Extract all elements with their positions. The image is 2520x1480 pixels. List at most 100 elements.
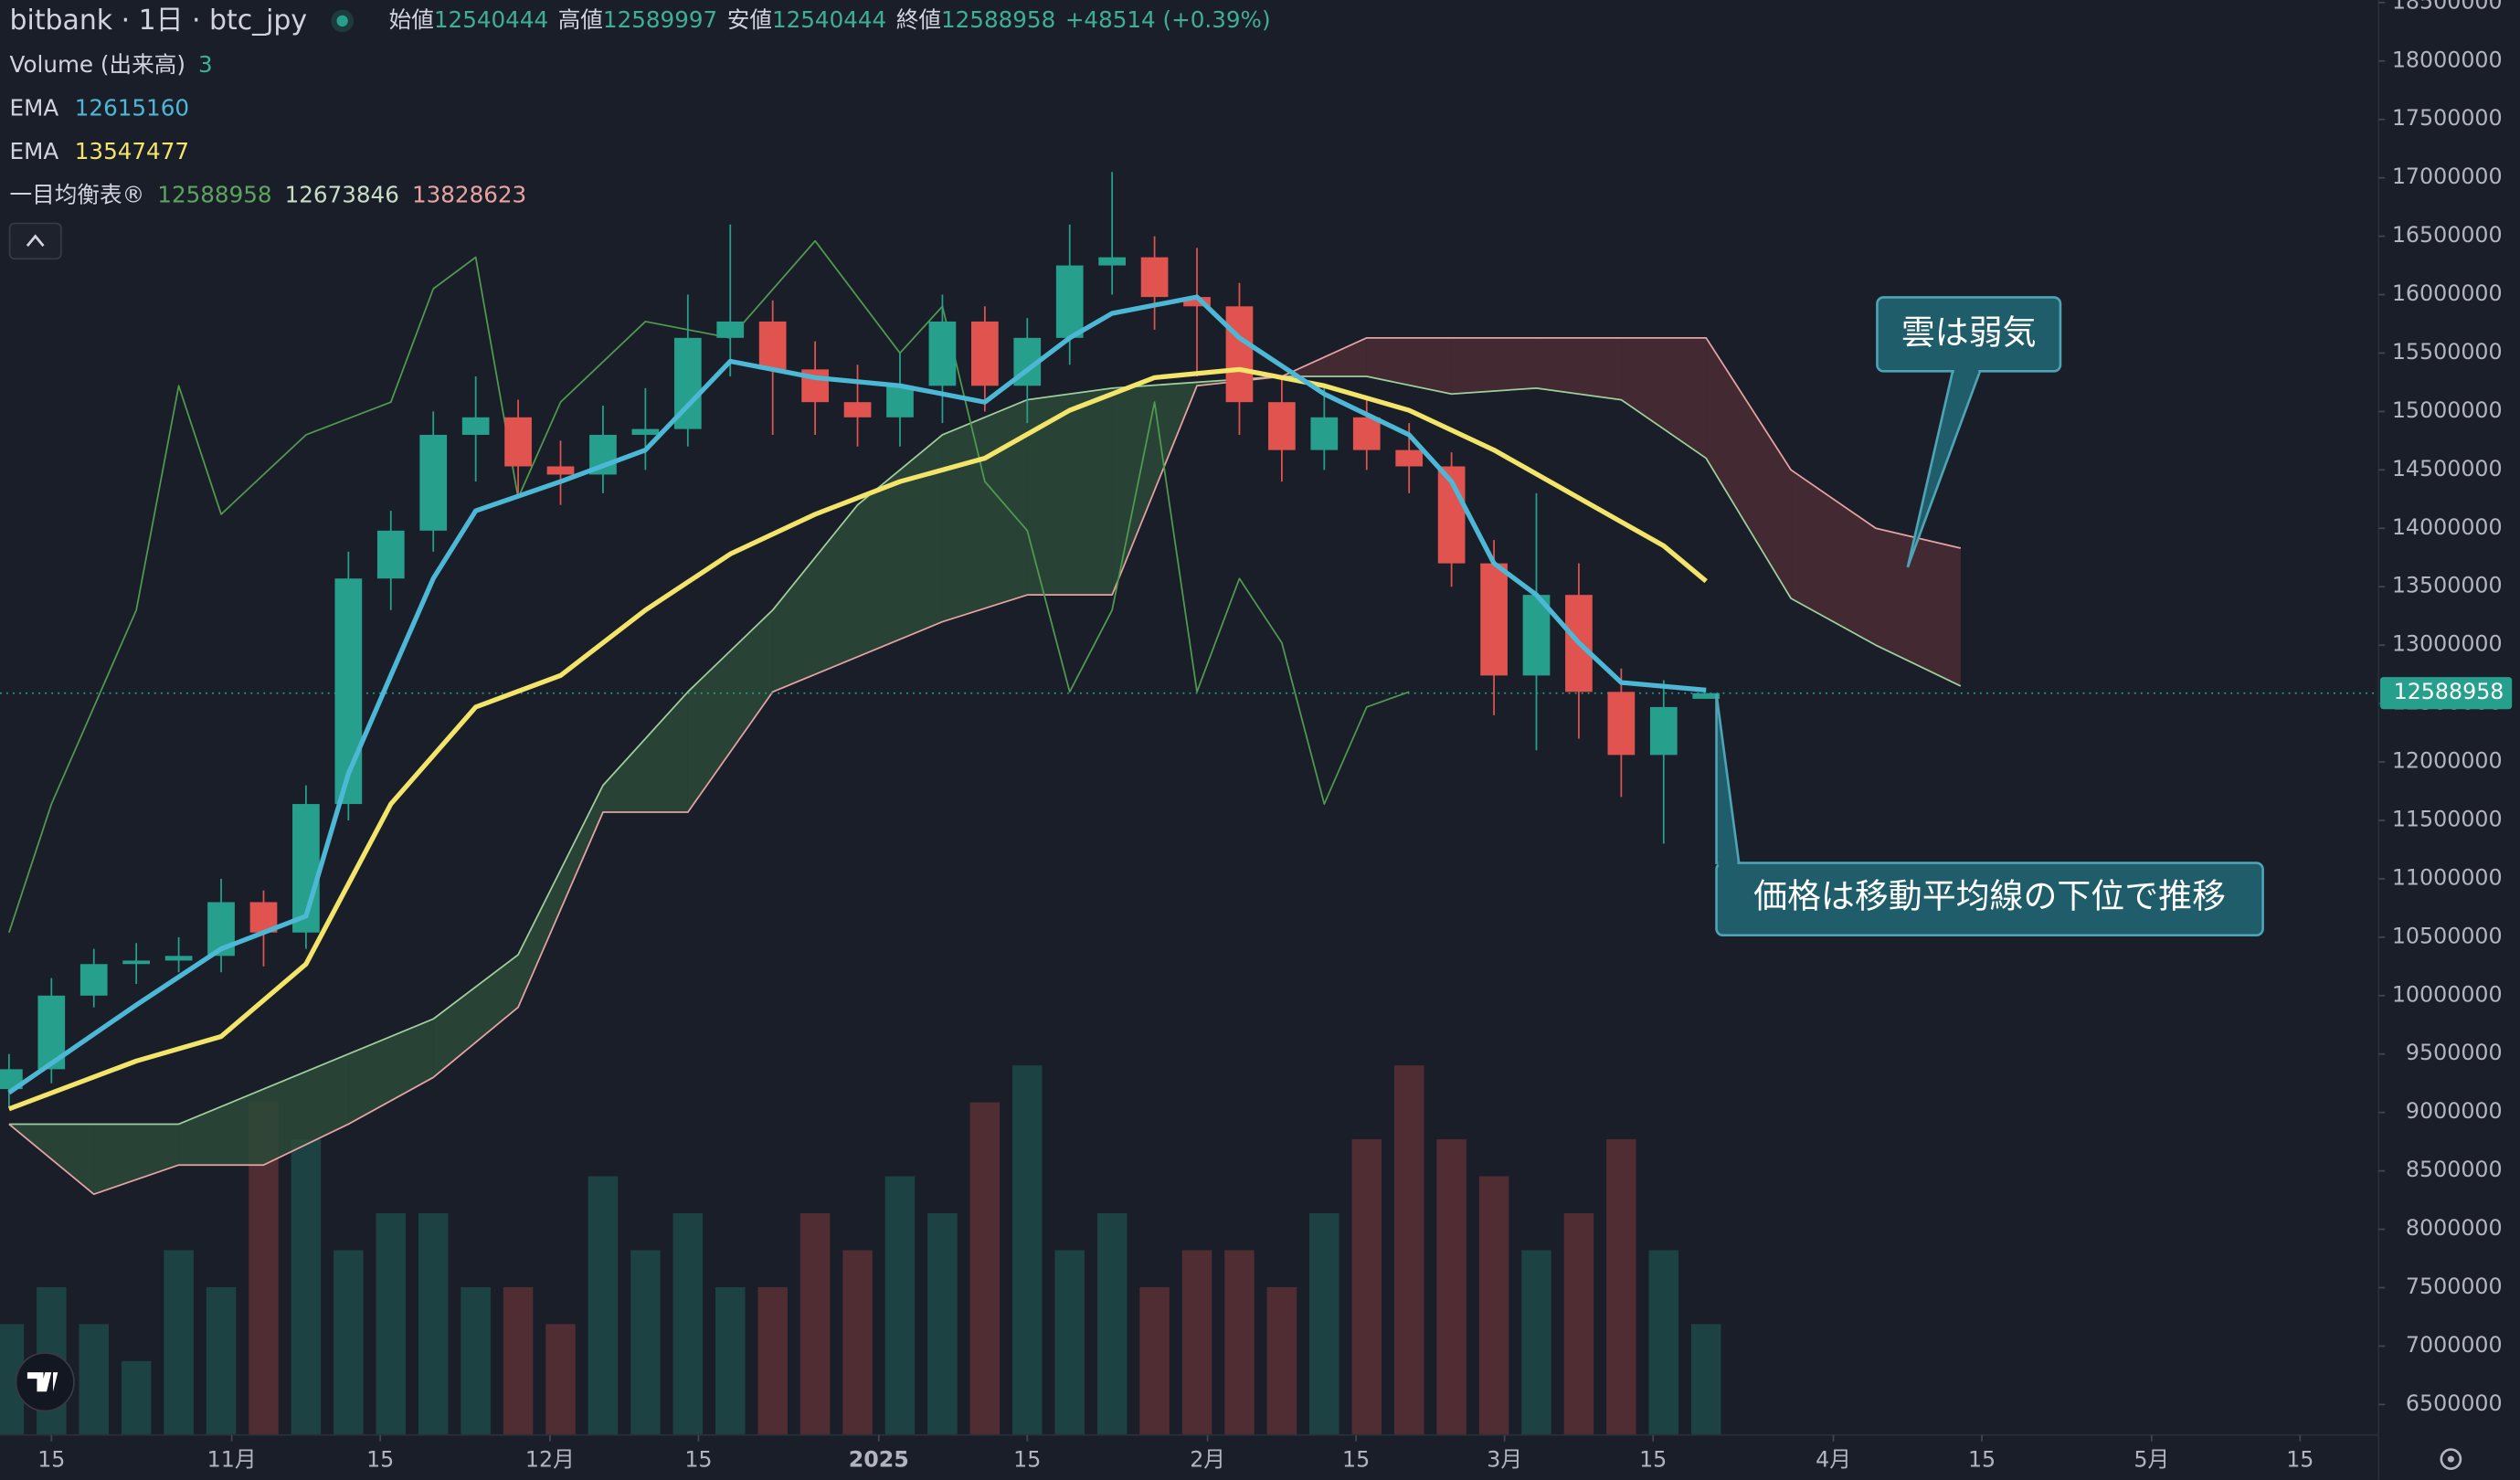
y-tick-label: 11000000 [2392,864,2503,890]
volume-bar [715,1286,746,1435]
x-tick-label: 5月 [2134,1446,2169,1472]
candle-body [1480,563,1508,676]
legend-row: 始値12540444 高値12589997 安値12540444 終値12588958… [389,6,1271,33]
x-tick-label: 2月 [1190,1446,1225,1472]
volume-bar [376,1213,407,1435]
collapse-button[interactable] [8,222,62,260]
candle-body [928,321,957,386]
callout: 価格は移動平均線の下位で推移 [1715,693,2264,937]
legend-text: 3 [198,51,213,78]
legend-row: 一目均衡表® 12588958 12673846 13828623 [10,182,527,208]
candle-body [0,1069,23,1090]
annotation: 雲は弱気 [1901,312,2037,352]
volume-bar [757,1286,788,1435]
volume-bar [1181,1250,1212,1435]
volume-bar [1351,1139,1382,1435]
candle-body [1055,265,1084,338]
legend-text: 12673846 [285,182,399,208]
settings-icon[interactable] [2447,1455,2454,1463]
candle-body [1098,257,1127,266]
y-tick-label: 7500000 [2406,1274,2503,1299]
y-tick-label: 12000000 [2392,748,2503,774]
y-tick-label: 9000000 [2406,1098,2503,1124]
legend-text: 始値 [389,6,434,33]
cloud-fill [93,1124,179,1195]
candle-body [716,321,745,338]
y-tick-label: 17000000 [2392,164,2503,189]
legend-text: +48514 (+0.39%) [1065,6,1271,33]
legend-text: 13547477 [75,138,189,164]
volume-bar [672,1213,704,1435]
x-tick-label: 11月 [207,1446,257,1472]
y-tick-label: 18000000 [2392,47,2503,72]
x-tick-label: 15 [1013,1446,1041,1472]
x-tick-label: 15 [1968,1446,1996,1472]
volume-bar [418,1213,449,1435]
candle-body [1649,706,1678,756]
legend-text: 12588958 [941,6,1055,33]
legend: bitbank · 1日 · btc_jpy 始値12540444 高値125899… [10,4,1271,207]
leading-span-a [8,375,1962,1126]
cloud-fill [1451,337,1537,395]
y-tick-label: 18500000 [2392,0,2503,14]
x-tick-label: 3月 [1487,1446,1522,1472]
y-tick-label: 13000000 [2392,631,2503,657]
collapse-icon[interactable] [26,234,45,248]
volume-bar [1563,1213,1594,1435]
legend-text: 12540444 [434,6,548,33]
y-tick-label: 6500000 [2406,1390,2503,1416]
legend-text: Volume (出来高) [10,51,185,78]
legend-text: 高値 [558,6,603,33]
volume-bar [842,1250,873,1435]
volume-bar [121,1360,152,1435]
y-tick-label: 8500000 [2406,1157,2503,1182]
candle-body [1225,306,1254,403]
status-dot [336,15,348,27]
volume-bar [1690,1324,1721,1435]
ema-line [7,294,1707,1095]
legend-text: 一目均衡表® [10,182,145,208]
settings-button[interactable] [2440,1448,2462,1470]
legend-text: 12540444 [772,6,886,33]
x-tick-label: 15 [2286,1446,2314,1472]
x-tick-label: 15 [1639,1446,1667,1472]
volume-bar [1139,1286,1170,1435]
cloud-fill [772,504,858,692]
volume-bar [1266,1286,1297,1435]
plot-area [0,172,2379,1435]
volume-bar [588,1176,619,1435]
legend-row: Volume (出来高) 3 [10,51,213,78]
volume-bar [1224,1250,1255,1435]
y-tick-label: 9500000 [2406,1040,2503,1065]
x-tick-label: 2025 [849,1446,909,1472]
volume-bar [461,1286,491,1435]
candle-body [886,386,914,418]
ema-line [7,366,1708,1112]
volume-bar [206,1286,237,1435]
candle-body [504,417,532,467]
callout-box [1715,862,2264,937]
y-tick-label: 10000000 [2392,981,2503,1007]
volume-bar [1012,1065,1043,1435]
x-tick-label: 15 [684,1446,712,1472]
legend-row: EMA 12615160 [10,95,189,122]
logo-mark [26,1372,58,1392]
x-tick-label: 15 [37,1446,65,1472]
y-tick-label: 11500000 [2392,806,2503,831]
volume-bar [503,1286,534,1435]
candle-body [1352,417,1381,450]
y-tick-label: 10500000 [2392,923,2503,948]
legend-text: 安値 [727,6,772,33]
cloud-fill [1706,337,1792,599]
volume-bar [1096,1213,1128,1435]
legend-text: 13828623 [412,182,526,208]
volume-bar [1606,1139,1636,1435]
candle-body [1268,402,1296,450]
x-tick-label: 12月 [525,1446,575,1472]
y-tick-label: 15500000 [2392,339,2503,365]
cloud-fill [602,692,688,813]
legend-text: 12588958 [157,182,271,208]
y-tick-label: 14000000 [2392,514,2503,540]
